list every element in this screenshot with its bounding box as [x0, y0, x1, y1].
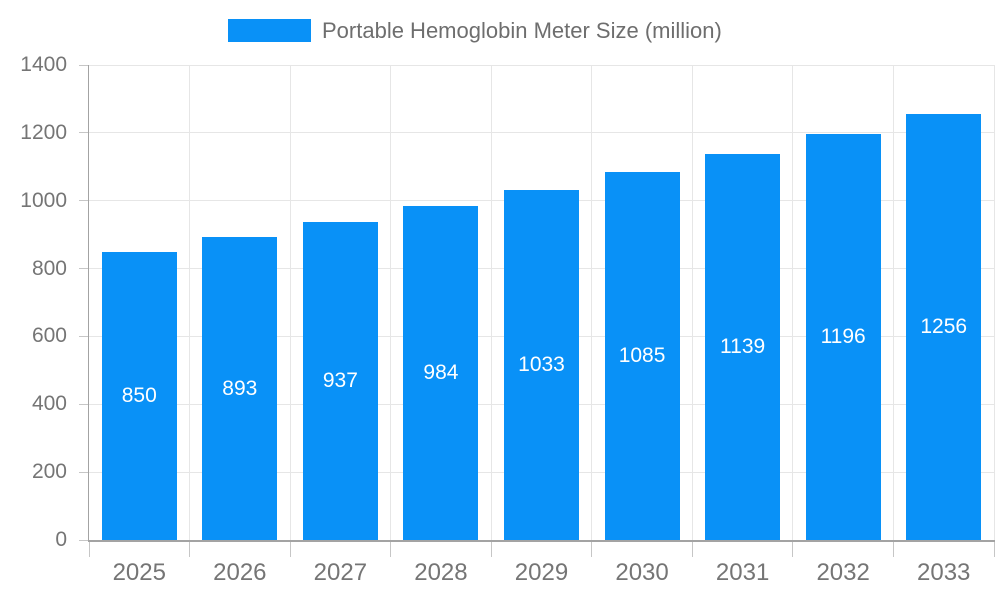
bar-2028[interactable]: 984: [403, 206, 479, 540]
x-axis-tick: [289, 540, 291, 557]
y-axis-tick: [79, 335, 89, 337]
y-axis-tick: [79, 64, 89, 66]
x-axis-label: 2033: [917, 559, 971, 586]
x-axis-tick: [88, 540, 90, 557]
x-axis-label: 2032: [816, 559, 870, 586]
bar-value-label: 1085: [618, 343, 666, 367]
gridline-horizontal: [89, 132, 994, 134]
x-axis-label: 2025: [112, 559, 166, 586]
x-axis-line: [88, 540, 995, 542]
legend-swatch: [228, 19, 311, 42]
bar-2025[interactable]: 850: [101, 251, 177, 540]
x-axis-label: 2031: [715, 559, 770, 586]
x-axis-tick: [490, 540, 492, 557]
x-axis-tick: [591, 540, 593, 557]
bar-value-label: 937: [322, 369, 358, 393]
bar-value-label: 984: [423, 361, 459, 385]
bar-value-label: 1196: [820, 325, 866, 349]
x-axis-tick: [189, 540, 191, 557]
y-axis-label: 200: [31, 460, 67, 484]
bar-2032[interactable]: 1196: [805, 134, 881, 540]
x-axis-label: 2030: [615, 559, 669, 586]
gridline-vertical: [289, 65, 291, 540]
gridline-vertical: [390, 65, 392, 540]
bar-2033[interactable]: 1256: [906, 113, 982, 540]
bar-2031[interactable]: 1139: [705, 153, 781, 540]
gridline-vertical: [792, 65, 794, 540]
gridline-vertical: [993, 65, 995, 540]
y-axis-tick: [79, 471, 89, 473]
y-axis-label: 1400: [20, 53, 67, 76]
y-axis-line: [88, 65, 89, 540]
gridline-vertical: [490, 65, 492, 540]
bar-value-label: 1033: [518, 352, 565, 376]
bar-2029[interactable]: 1033: [504, 189, 579, 540]
y-axis-tick: [79, 403, 89, 405]
y-axis-label: 0: [55, 528, 67, 551]
gridline-vertical: [189, 65, 191, 540]
y-axis-label: 1000: [20, 188, 67, 212]
x-axis-tick: [691, 540, 693, 557]
bar-2027[interactable]: 937: [302, 222, 378, 540]
x-axis-label: 2026: [213, 559, 267, 586]
y-axis-tick: [79, 539, 89, 541]
x-axis-tick: [792, 540, 794, 557]
bar-2030[interactable]: 1085: [604, 171, 680, 540]
x-axis-tick: [993, 540, 995, 557]
y-axis-tick: [79, 132, 89, 134]
x-axis-label: 2027: [313, 559, 368, 586]
bar-value-label: 893: [222, 376, 258, 400]
y-axis-label: 600: [31, 324, 67, 348]
gridline-vertical: [691, 65, 693, 540]
bar-value-label: 850: [121, 383, 157, 407]
x-axis-tick: [892, 540, 894, 557]
y-axis-label: 400: [31, 392, 67, 416]
x-axis-label: 2029: [514, 559, 569, 586]
bar-value-label: 1256: [920, 314, 968, 338]
y-axis-tick: [79, 200, 89, 202]
bar-value-label: 1139: [720, 334, 766, 358]
gridline-horizontal: [89, 64, 994, 66]
x-axis-tick: [390, 540, 392, 557]
x-axis-label: 2028: [414, 559, 468, 586]
bar-2026[interactable]: 893: [202, 237, 278, 540]
legend[interactable]: Portable Hemoglobin Meter Size (million): [228, 17, 722, 44]
y-axis-tick: [79, 268, 89, 270]
y-axis-label: 800: [31, 256, 67, 280]
y-axis-label: 1200: [20, 120, 67, 144]
gridline-vertical: [892, 65, 894, 540]
gridline-vertical: [591, 65, 593, 540]
legend-label: Portable Hemoglobin Meter Size (million): [322, 17, 722, 43]
